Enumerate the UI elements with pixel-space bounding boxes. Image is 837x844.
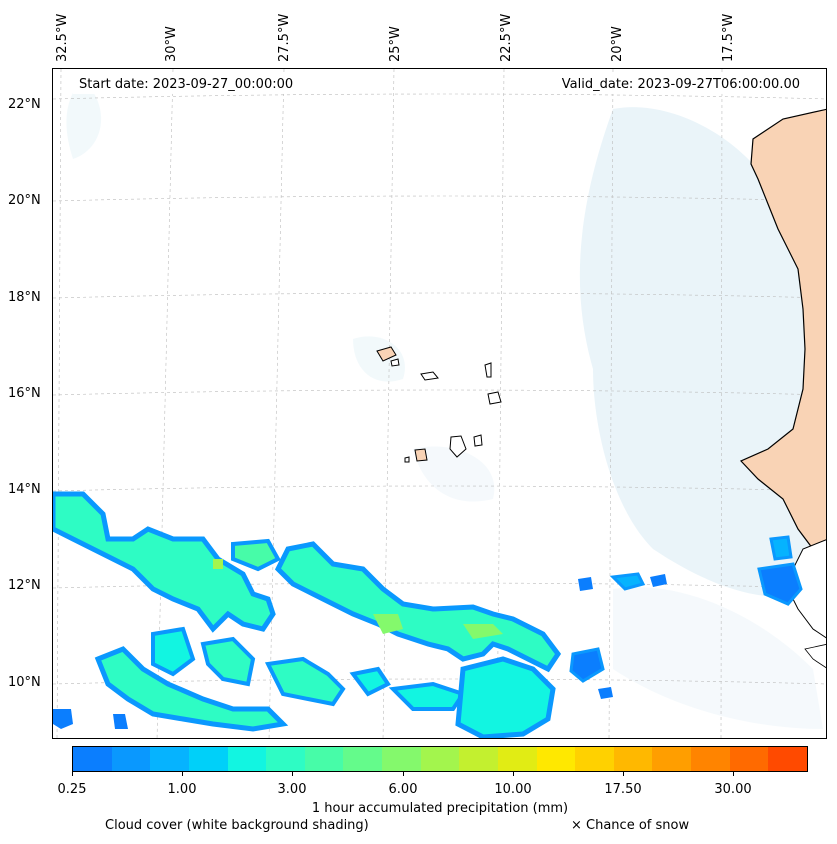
colorbar-segment	[304, 747, 344, 771]
longitude-labels: 32.5°W 30°W 27.5°W 25°W 22.5°W 20°W 17.5…	[0, 0, 837, 68]
lon-label: 30°W	[164, 26, 179, 62]
lat-label: 20°N	[8, 193, 41, 208]
cape-verde-islands	[376, 346, 502, 463]
colorbar-segment	[497, 747, 537, 771]
colorbar-segment	[729, 747, 769, 771]
colorbar-tick	[513, 772, 514, 776]
start-date-label: Start date: 2023-09-27_00:00:00	[73, 75, 300, 94]
colorbar-segment	[73, 747, 112, 771]
colorbar-segment	[150, 747, 189, 771]
colorbar-tick-label: 10.00	[494, 782, 532, 797]
colorbar-segment	[613, 747, 653, 771]
colorbar-tick-label: 30.00	[714, 782, 752, 797]
lon-label: 32.5°W	[55, 13, 70, 62]
colorbar-segment	[343, 747, 382, 771]
colorbar-tick	[733, 772, 734, 776]
land-africa	[739, 108, 826, 669]
colorbar-segment	[111, 747, 151, 771]
colorbar-tick-label: 1.00	[167, 782, 197, 797]
colorbar-tick	[72, 772, 73, 776]
lat-label: 22°N	[8, 97, 41, 112]
colorbar-tick-label: 3.00	[277, 782, 307, 797]
colorbar-segment	[420, 747, 460, 771]
lon-label: 17.5°W	[721, 13, 736, 62]
colorbar-tick	[182, 772, 183, 776]
colorbar-tick	[292, 772, 293, 776]
lat-label: 14°N	[8, 482, 41, 497]
map-canvas	[53, 69, 826, 738]
colorbar-tick-label: 6.00	[388, 782, 418, 797]
precipitation-field	[53, 491, 803, 738]
colorbar-segment	[536, 747, 576, 771]
lon-label: 27.5°W	[277, 13, 292, 62]
colorbar-segment	[227, 747, 267, 771]
colorbar-tick	[403, 772, 404, 776]
lat-label: 12°N	[8, 578, 41, 593]
colorbar-segment	[768, 747, 807, 771]
lon-label: 20°W	[610, 26, 625, 62]
colorbar-title: 1 hour accumulated precipitation (mm)	[311, 801, 569, 816]
colorbar-segment	[382, 747, 421, 771]
colorbar-tick-label: 17.50	[604, 782, 642, 797]
colorbar-tick	[623, 772, 624, 776]
lon-label: 22.5°W	[499, 13, 514, 62]
lat-label: 18°N	[8, 290, 41, 305]
cloud-cover-note: Cloud cover (white background shading)	[105, 818, 369, 833]
precipitation-colorbar	[72, 746, 808, 772]
snow-chance-note: × Chance of snow	[571, 818, 690, 833]
lat-label: 16°N	[8, 386, 41, 401]
colorbar-segment	[459, 747, 498, 771]
colorbar-segment	[188, 747, 228, 771]
lon-label: 25°W	[388, 26, 403, 62]
colorbar-segment	[575, 747, 614, 771]
colorbar-tick-label: 0.25	[57, 782, 87, 797]
colorbar-segment	[652, 747, 691, 771]
map-area[interactable]: Start date: 2023-09-27_00:00:00 Valid_da…	[52, 68, 827, 739]
colorbar-segment	[266, 747, 305, 771]
lat-label: 10°N	[8, 675, 41, 690]
valid-date-label: Valid_date: 2023-09-27T06:00:00.00	[555, 75, 806, 94]
colorbar-segment	[691, 747, 730, 771]
